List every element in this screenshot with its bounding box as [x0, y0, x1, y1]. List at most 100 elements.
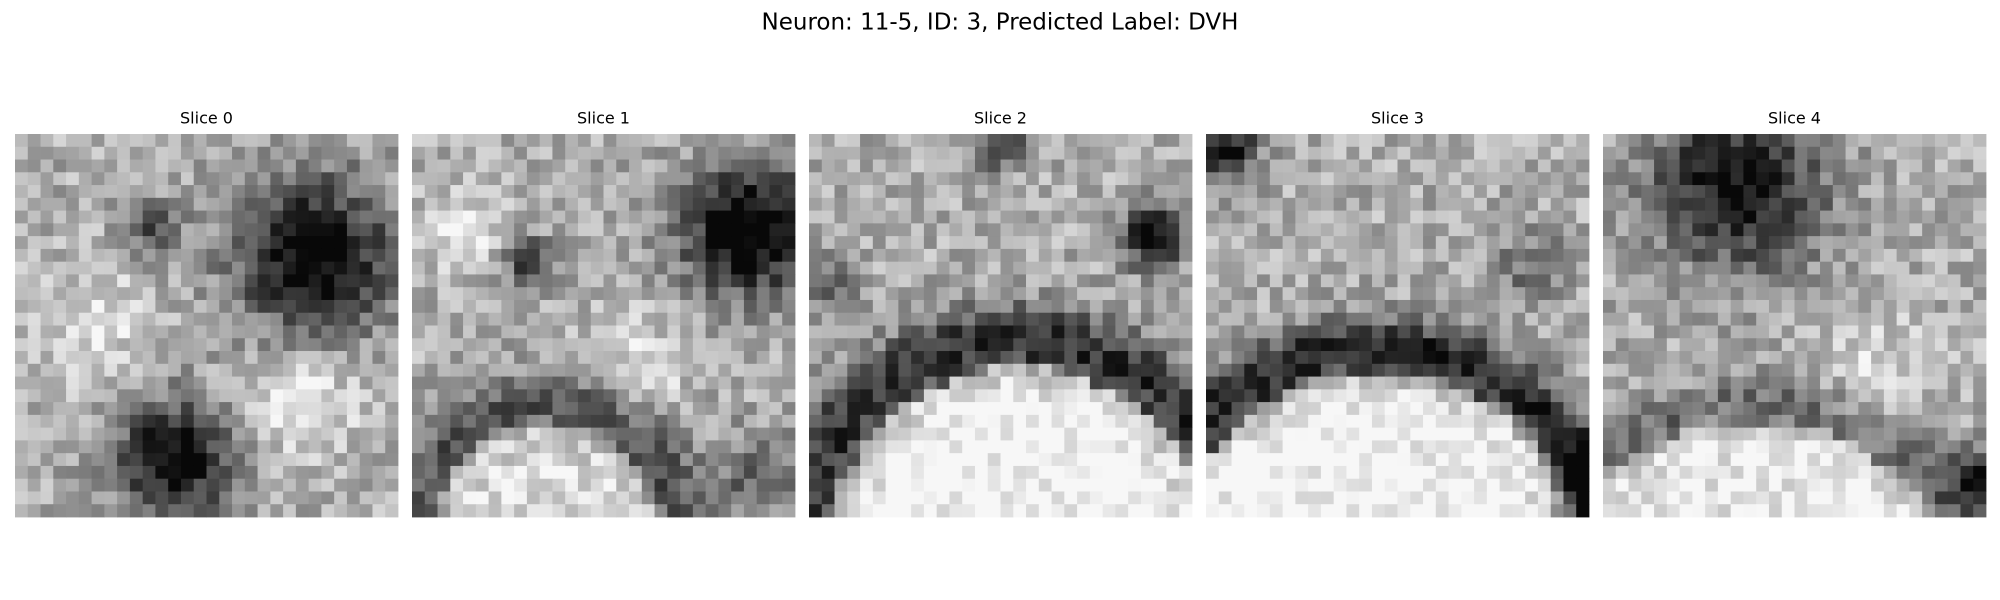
pixel	[1909, 351, 1923, 365]
pixel	[1858, 159, 1872, 173]
pixel	[104, 376, 118, 390]
pixel	[91, 287, 105, 301]
pixel	[1115, 440, 1129, 454]
pixel	[1423, 287, 1437, 301]
pixel	[1820, 261, 1834, 275]
pixel	[40, 427, 54, 441]
pixel	[27, 223, 41, 237]
pixel	[168, 236, 182, 250]
pixel	[1705, 197, 1719, 211]
pixel	[1576, 376, 1590, 390]
pixel	[1756, 197, 1770, 211]
pixel	[1705, 504, 1719, 518]
pixel	[1730, 134, 1744, 148]
pixel	[1346, 338, 1360, 352]
pixel	[1102, 338, 1116, 352]
pixel	[1794, 172, 1808, 186]
pixel	[1153, 299, 1167, 314]
pixel	[1038, 159, 1052, 173]
pixel	[66, 351, 80, 365]
pixel	[321, 491, 335, 505]
pixel	[1756, 402, 1770, 416]
pixel	[1550, 325, 1564, 339]
pixel	[1615, 299, 1629, 314]
pixel	[321, 363, 335, 377]
pixel	[1051, 402, 1065, 416]
pixel	[193, 376, 207, 390]
pixel	[437, 274, 451, 288]
pixel	[1692, 274, 1706, 288]
pixel	[168, 363, 182, 377]
pixel	[1499, 427, 1513, 441]
pixel	[283, 223, 297, 237]
pixel	[78, 491, 92, 505]
pixel	[1206, 402, 1220, 416]
pixel	[1140, 338, 1155, 352]
pixel	[962, 134, 976, 148]
pixel	[692, 427, 707, 441]
pixel	[1461, 248, 1475, 263]
pixel	[974, 389, 989, 403]
pixel	[603, 325, 617, 339]
pixel	[962, 351, 976, 365]
pixel	[1038, 478, 1052, 492]
pixel	[743, 185, 758, 199]
pixel	[923, 261, 938, 275]
pixel	[949, 402, 963, 416]
pixel	[1615, 338, 1629, 352]
pixel	[1359, 325, 1373, 339]
pixel	[680, 312, 694, 326]
pixel	[1128, 146, 1142, 160]
pixel	[539, 338, 553, 352]
pixel	[962, 453, 976, 467]
pixel	[809, 440, 823, 454]
pixel	[1153, 223, 1167, 237]
pixel	[1858, 414, 1872, 429]
pixel	[1371, 440, 1386, 454]
pixel	[1922, 312, 1936, 326]
pixel	[206, 185, 220, 199]
pixel	[590, 134, 604, 148]
pixel	[53, 478, 67, 492]
pixel	[1781, 210, 1795, 224]
pixel	[168, 261, 182, 275]
pixel	[1871, 389, 1885, 403]
pixel	[565, 287, 579, 301]
pixel	[834, 287, 848, 301]
pixel	[372, 312, 386, 326]
pixel	[1525, 363, 1539, 377]
pixel	[1858, 274, 1872, 288]
pixel	[15, 146, 29, 160]
pixel	[667, 299, 681, 314]
pixel	[590, 274, 604, 288]
pixel	[1013, 274, 1027, 288]
pixel	[539, 248, 553, 263]
pixel	[1410, 274, 1424, 288]
pixel	[1909, 159, 1923, 173]
pixel	[1934, 261, 1949, 275]
pixel	[168, 491, 182, 505]
pixel	[1295, 210, 1309, 224]
pixel	[974, 299, 989, 314]
pixel	[424, 172, 438, 186]
pixel	[731, 491, 745, 505]
pixel	[692, 185, 707, 199]
pixel	[667, 491, 681, 505]
pixel	[1641, 427, 1655, 441]
pixel	[450, 465, 464, 480]
pixel	[1730, 172, 1744, 186]
pixel	[372, 236, 386, 250]
pixel	[1499, 504, 1513, 518]
pixel	[1013, 351, 1027, 365]
pixel	[1128, 185, 1142, 199]
pixel	[743, 172, 758, 186]
pixel	[987, 197, 1001, 211]
pixel	[898, 261, 912, 275]
pixel	[872, 236, 886, 250]
pixel	[974, 504, 989, 518]
pixel	[232, 185, 246, 199]
pixel	[1820, 402, 1834, 416]
pixel	[321, 351, 335, 365]
pixel	[1973, 299, 1987, 314]
pixel	[1934, 185, 1949, 199]
